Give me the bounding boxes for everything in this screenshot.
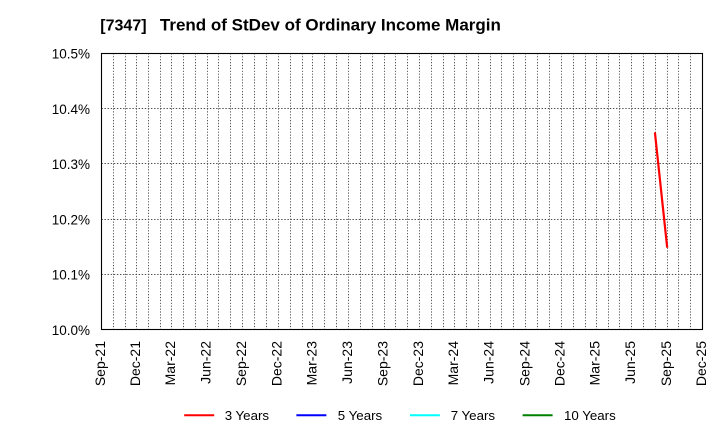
svg-text:Dec-25: Dec-25 xyxy=(693,341,709,386)
svg-text:Mar-23: Mar-23 xyxy=(303,341,319,386)
svg-text:Sep-22: Sep-22 xyxy=(233,341,249,386)
svg-text:10.5%: 10.5% xyxy=(52,46,90,61)
svg-text:Dec-24: Dec-24 xyxy=(552,341,568,386)
svg-text:7 Years: 7 Years xyxy=(451,408,496,423)
svg-text:10 Years: 10 Years xyxy=(564,408,616,423)
svg-text:Sep-25: Sep-25 xyxy=(658,341,674,386)
svg-text:Dec-21: Dec-21 xyxy=(127,341,143,386)
svg-text:Mar-25: Mar-25 xyxy=(586,341,602,386)
svg-text:Dec-22: Dec-22 xyxy=(268,341,284,386)
svg-text:Jun-22: Jun-22 xyxy=(198,341,214,384)
svg-text:10.3%: 10.3% xyxy=(52,157,90,172)
svg-text:10.1%: 10.1% xyxy=(52,268,90,283)
svg-text:5 Years: 5 Years xyxy=(338,408,383,423)
svg-text:Dec-23: Dec-23 xyxy=(410,341,426,386)
svg-text:Mar-22: Mar-22 xyxy=(162,341,178,386)
svg-text:Jun-23: Jun-23 xyxy=(339,341,355,384)
svg-text:Sep-21: Sep-21 xyxy=(92,341,108,386)
svg-text:Jun-25: Jun-25 xyxy=(622,341,638,384)
svg-text:Jun-24: Jun-24 xyxy=(481,341,497,384)
svg-text:Mar-24: Mar-24 xyxy=(445,341,461,386)
svg-text:3 Years: 3 Years xyxy=(225,408,270,423)
svg-text:10.4%: 10.4% xyxy=(52,102,90,117)
svg-text:Sep-24: Sep-24 xyxy=(516,341,532,386)
svg-text:10.0%: 10.0% xyxy=(52,323,90,338)
svg-text:[7347] Trend of StDev of Ord: [7347] Trend of StDev of Ordinary Income… xyxy=(100,15,501,34)
svg-text:Sep-23: Sep-23 xyxy=(375,341,391,386)
svg-text:10.2%: 10.2% xyxy=(52,212,90,227)
